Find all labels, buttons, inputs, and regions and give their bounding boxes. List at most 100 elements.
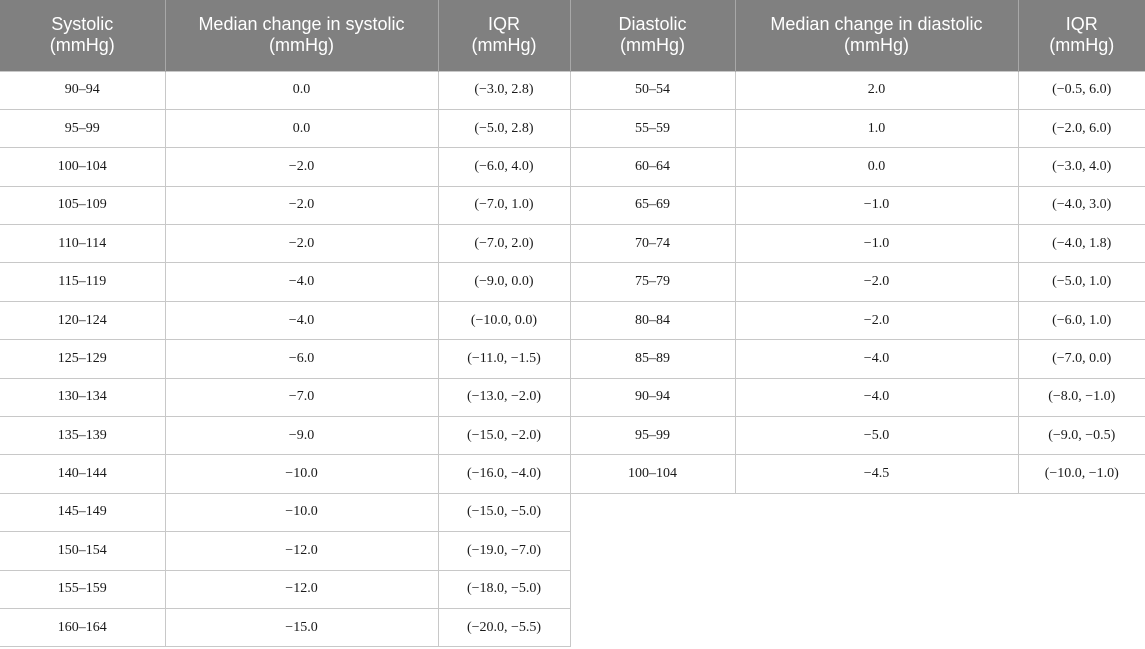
table-row: 130–134 −7.0 (−13.0, −2.0) 90–94 −4.0 (−8.0, … bbox=[0, 377, 1145, 418]
diastolic-iqr-cell: (−6.0, 1.0) bbox=[1017, 300, 1145, 341]
systolic-median-cell: −2.0 bbox=[164, 147, 439, 187]
systolic-range-cell: 105–109 bbox=[0, 185, 166, 226]
systolic-median-cell: 0.0 bbox=[164, 70, 439, 110]
systolic-median-cell: −9.0 bbox=[164, 416, 439, 456]
diastolic-median-cell: −2.0 bbox=[734, 300, 1019, 341]
diastolic-iqr-cell: (−4.0, 3.0) bbox=[1017, 185, 1145, 226]
diastolic-range-cell: 100–104 bbox=[569, 454, 736, 494]
diastolic-range-cell: 65–69 bbox=[569, 185, 736, 226]
table-row: 110–114 −2.0 (−7.0, 2.0) 70–74 −1.0 (−4.0, 1.… bbox=[0, 224, 1145, 264]
header-iqr-diastolic: IQR (mmHg) bbox=[1018, 0, 1145, 71]
diastolic-median-cell: −1.0 bbox=[734, 185, 1019, 226]
table-row: 155–159 −12.0 (−18.0, −5.0) bbox=[0, 569, 1145, 609]
diastolic-median-cell: 2.0 bbox=[734, 70, 1019, 110]
table-row: 140–144 −10.0 (−16.0, −4.0) 100–104 −4.5 (−10… bbox=[0, 454, 1145, 494]
diastolic-median-cell: 0.0 bbox=[734, 147, 1019, 187]
systolic-range-cell: 140–144 bbox=[0, 454, 166, 494]
systolic-range-cell: 130–134 bbox=[0, 377, 166, 418]
systolic-iqr-cell: (−19.0, −7.0) bbox=[437, 531, 571, 571]
header-row: Systolic (mmHg) Median change in systolic… bbox=[0, 0, 1145, 71]
systolic-range-cell: 150–154 bbox=[0, 531, 166, 571]
systolic-range-cell: 160–164 bbox=[0, 607, 166, 648]
systolic-median-cell: −10.0 bbox=[164, 492, 439, 533]
diastolic-median-cell: −2.0 bbox=[734, 262, 1019, 302]
systolic-range-cell: 125–129 bbox=[0, 339, 166, 379]
diastolic-iqr-cell: (−7.0, 0.0) bbox=[1017, 339, 1145, 379]
diastolic-iqr-cell: (−2.0, 6.0) bbox=[1017, 108, 1145, 149]
empty-cell bbox=[570, 570, 1145, 608]
diastolic-median-cell: −4.0 bbox=[734, 339, 1019, 379]
systolic-range-cell: 135–139 bbox=[0, 416, 166, 456]
diastolic-iqr-cell: (−0.5, 6.0) bbox=[1017, 70, 1145, 110]
table-row: 160–164 −15.0 (−20.0, −5.5) bbox=[0, 607, 1145, 648]
systolic-iqr-cell: (−7.0, 1.0) bbox=[437, 185, 571, 226]
diastolic-range-cell: 90–94 bbox=[569, 377, 736, 418]
systolic-median-cell: −2.0 bbox=[164, 224, 439, 264]
diastolic-iqr-cell: (−4.0, 1.8) bbox=[1017, 224, 1145, 264]
systolic-iqr-cell: (−10.0, 0.0) bbox=[437, 300, 571, 341]
empty-cell bbox=[570, 493, 1145, 531]
systolic-range-cell: 120–124 bbox=[0, 300, 166, 341]
systolic-iqr-cell: (−13.0, −2.0) bbox=[437, 377, 571, 418]
systolic-range-cell: 115–119 bbox=[0, 262, 166, 302]
diastolic-iqr-cell: (−8.0, −1.0) bbox=[1017, 377, 1145, 418]
diastolic-range-cell: 80–84 bbox=[569, 300, 736, 341]
systolic-range-cell: 145–149 bbox=[0, 492, 166, 533]
diastolic-iqr-cell: (−3.0, 4.0) bbox=[1017, 147, 1145, 187]
header-systolic: Systolic (mmHg) bbox=[0, 0, 166, 71]
systolic-iqr-cell: (−9.0, 0.0) bbox=[437, 262, 571, 302]
empty-cell bbox=[570, 608, 1145, 646]
table-row: 105–109 −2.0 (−7.0, 1.0) 65–69 −1.0 (−4.0, 3.… bbox=[0, 185, 1145, 226]
diastolic-range-cell: 50–54 bbox=[569, 70, 736, 110]
systolic-iqr-cell: (−7.0, 2.0) bbox=[437, 224, 571, 264]
diastolic-range-cell: 60–64 bbox=[569, 147, 736, 187]
table-row: 120–124 −4.0 (−10.0, 0.0) 80–84 −2.0 (−6.0, 1… bbox=[0, 300, 1145, 341]
systolic-median-cell: −15.0 bbox=[164, 607, 439, 648]
header-median-change-diastolic: Median change in diastolic (mmHg) bbox=[735, 0, 1019, 71]
systolic-median-cell: −12.0 bbox=[164, 569, 439, 609]
systolic-median-cell: −2.0 bbox=[164, 185, 439, 226]
header-iqr-systolic: IQR (mmHg) bbox=[438, 0, 571, 71]
diastolic-range-cell: 85–89 bbox=[569, 339, 736, 379]
systolic-range-cell: 95–99 bbox=[0, 108, 166, 149]
diastolic-iqr-cell: (−5.0, 1.0) bbox=[1017, 262, 1145, 302]
diastolic-range-cell: 70–74 bbox=[569, 224, 736, 264]
systolic-range-cell: 110–114 bbox=[0, 224, 166, 264]
diastolic-median-cell: −4.0 bbox=[734, 377, 1019, 418]
systolic-median-cell: −4.0 bbox=[164, 300, 439, 341]
systolic-median-cell: −10.0 bbox=[164, 454, 439, 494]
table-row: 90–94 0.0 (−3.0, 2.8) 50–54 2.0 (−0.5, 6.0) bbox=[0, 70, 1145, 110]
table-row: 100–104 −2.0 (−6.0, 4.0) 60–64 0.0 (−3.0, 4.0… bbox=[0, 147, 1145, 187]
systolic-iqr-cell: (−6.0, 4.0) bbox=[437, 147, 571, 187]
diastolic-range-cell: 55–59 bbox=[569, 108, 736, 149]
systolic-iqr-cell: (−15.0, −2.0) bbox=[437, 416, 571, 456]
diastolic-median-cell: −4.5 bbox=[734, 454, 1019, 494]
systolic-iqr-cell: (−5.0, 2.8) bbox=[437, 108, 571, 149]
systolic-median-cell: −7.0 bbox=[164, 377, 439, 418]
header-diastolic: Diastolic (mmHg) bbox=[570, 0, 736, 71]
systolic-range-cell: 90–94 bbox=[0, 70, 166, 110]
diastolic-range-cell: 75–79 bbox=[569, 262, 736, 302]
diastolic-median-cell: 1.0 bbox=[734, 108, 1019, 149]
systolic-median-cell: −4.0 bbox=[164, 262, 439, 302]
table-row: 125–129 −6.0 (−11.0, −1.5) 85–89 −4.0 (−7.0, … bbox=[0, 339, 1145, 379]
header-median-change-systolic: Median change in systolic (mmHg) bbox=[165, 0, 439, 71]
systolic-iqr-cell: (−11.0, −1.5) bbox=[437, 339, 571, 379]
systolic-iqr-cell: (−18.0, −5.0) bbox=[437, 569, 571, 609]
systolic-iqr-cell: (−20.0, −5.5) bbox=[437, 607, 571, 648]
table-row: 150–154 −12.0 (−19.0, −7.0) bbox=[0, 531, 1145, 571]
table-row: 135–139 −9.0 (−15.0, −2.0) 95–99 −5.0 (−9.0, … bbox=[0, 416, 1145, 456]
diastolic-median-cell: −1.0 bbox=[734, 224, 1019, 264]
systolic-median-cell: 0.0 bbox=[164, 108, 439, 149]
table-row: 145–149 −10.0 (−15.0, −5.0) bbox=[0, 492, 1145, 533]
systolic-range-cell: 100–104 bbox=[0, 147, 166, 187]
diastolic-median-cell: −5.0 bbox=[734, 416, 1019, 456]
table-row: 95–99 0.0 (−5.0, 2.8) 55–59 1.0 (−2.0, 6.0) bbox=[0, 108, 1145, 149]
systolic-iqr-cell: (−15.0, −5.0) bbox=[437, 492, 571, 533]
systolic-median-cell: −12.0 bbox=[164, 531, 439, 571]
diastolic-iqr-cell: (−9.0, −0.5) bbox=[1017, 416, 1145, 456]
table-row: 115–119 −4.0 (−9.0, 0.0) 75–79 −2.0 (−5.0, 1.… bbox=[0, 262, 1145, 302]
empty-cell bbox=[570, 532, 1145, 570]
systolic-iqr-cell: (−16.0, −4.0) bbox=[437, 454, 571, 494]
